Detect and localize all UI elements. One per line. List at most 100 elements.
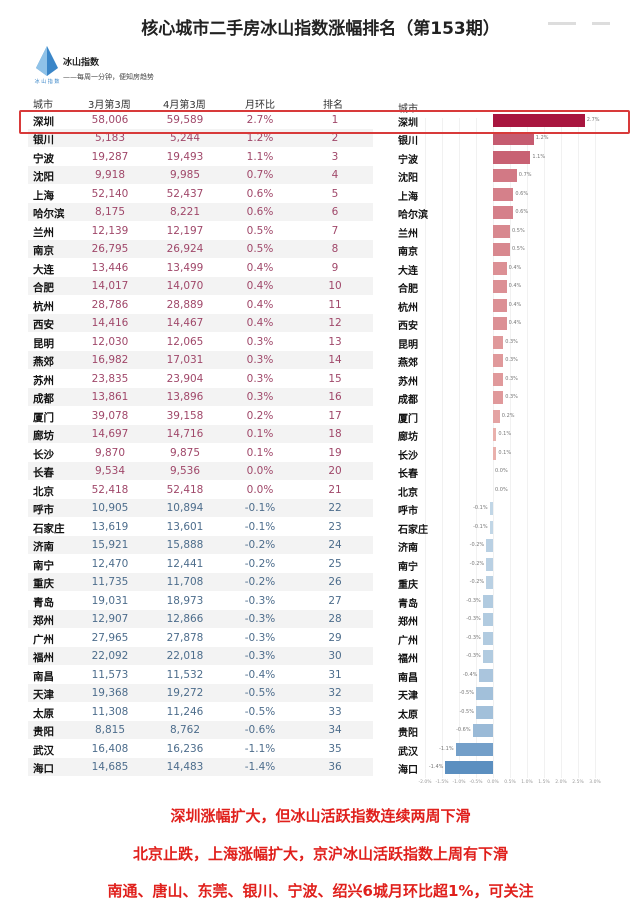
table-row: 廊坊 14,697 14,716 0.1% 18 (28, 425, 373, 444)
chart-category-label: 厦门 (398, 413, 418, 425)
cell-city: 沈阳 (33, 171, 54, 184)
chart-category-label: 武汉 (398, 746, 418, 758)
cell-city: 天津 (33, 689, 54, 702)
bar (489, 520, 493, 534)
cell-curr: 19,493 (166, 150, 204, 163)
gridline (561, 118, 562, 778)
gridline (595, 118, 596, 778)
table-row: 哈尔滨 8,175 8,221 0.6% 6 (28, 203, 373, 222)
gridline (459, 118, 460, 778)
bar-data-label: 0.6% (515, 209, 529, 216)
bar (482, 650, 493, 664)
cell-curr: 22,018 (166, 650, 204, 663)
cell-city: 南京 (33, 245, 54, 258)
x-tick-label: 3.0% (589, 780, 601, 785)
cell-mom: -0.1% (244, 520, 276, 533)
table-row: 呼市 10,905 10,894 -0.1% 22 (28, 499, 373, 518)
cell-prev: 28,786 (91, 298, 129, 311)
bar-data-label: 0.4% (508, 264, 522, 271)
bar-data-label: 0.4% (508, 301, 522, 308)
table-row: 北京 52,418 52,418 0.0% 21 (28, 481, 373, 499)
cell-city: 杭州 (33, 300, 54, 313)
cell-prev: 15,921 (91, 539, 129, 552)
cell-rank: 9 (331, 261, 339, 274)
cell-rank: 18 (328, 428, 342, 441)
cell-prev: 27,965 (91, 631, 129, 644)
cell-prev: 8,815 (94, 724, 126, 737)
bar-data-label: 0.3% (505, 394, 518, 401)
cell-rank: 33 (328, 705, 342, 718)
chart-category-label: 杭州 (398, 302, 418, 314)
cell-curr: 28,889 (166, 298, 204, 311)
highlight-box (19, 110, 630, 134)
cell-mom: 0.4% (246, 317, 274, 330)
table-row: 合肥 14,017 14,070 0.4% 10 (28, 277, 373, 296)
cell-rank: 28 (328, 613, 342, 626)
table-row: 长春 9,534 9,536 0.0% 20 (28, 462, 373, 481)
cell-rank: 32 (328, 687, 342, 700)
cell-rank: 25 (328, 557, 342, 570)
cell-curr: 12,065 (166, 335, 204, 348)
cell-mom: -1.4% (244, 761, 276, 774)
bar-data-label: -0.2% (469, 560, 485, 567)
cell-city: 南宁 (33, 559, 54, 572)
cell-curr: 14,467 (166, 317, 204, 330)
cell-rank: 17 (328, 409, 342, 422)
cell-prev: 5,183 (94, 132, 126, 145)
x-tick-label: -1.5% (435, 780, 449, 785)
cell-mom: -0.2% (244, 576, 276, 589)
cell-prev: 12,030 (91, 335, 129, 348)
cell-prev: 14,685 (91, 761, 129, 774)
chart-category-label: 太原 (398, 709, 418, 721)
bar (493, 335, 504, 349)
cell-rank: 12 (328, 317, 342, 330)
brand-slogan: ——每周一分钟，便知房趋势 (63, 73, 154, 81)
cell-mom: 0.4% (246, 261, 274, 274)
table-row: 长沙 9,870 9,875 0.1% 19 (28, 444, 373, 462)
bar-data-label: -1.1% (439, 745, 454, 752)
header-mom: 月环比 (245, 100, 275, 111)
cell-city: 西安 (33, 319, 54, 332)
bar (482, 613, 493, 627)
cell-mom: 0.6% (246, 206, 274, 219)
gridline (425, 118, 426, 778)
bar (482, 594, 493, 608)
bar (493, 409, 500, 423)
cell-curr: 23,904 (166, 372, 204, 385)
cell-mom: -0.5% (244, 687, 276, 700)
cell-city: 呼市 (33, 504, 54, 517)
chart-category-label: 石家庄 (398, 524, 428, 536)
table-row: 昆明 12,030 12,065 0.3% 13 (28, 333, 373, 351)
cell-city: 北京 (33, 485, 54, 498)
bar-data-label: 0.3% (505, 375, 518, 382)
cell-prev: 14,017 (91, 280, 129, 293)
table-row: 厦门 39,078 39,158 0.2% 17 (28, 407, 373, 425)
bar (455, 742, 493, 756)
bar (493, 132, 534, 146)
cell-curr: 11,708 (166, 576, 204, 589)
cell-rank: 20 (328, 465, 342, 478)
cell-curr: 5,244 (169, 132, 201, 145)
cell-mom: 0.1% (246, 446, 274, 459)
cell-curr: 16,236 (166, 742, 204, 755)
cell-city: 深圳 (33, 116, 54, 128)
bar (493, 372, 504, 386)
note-1: 深圳涨幅扩大，但冰山活跃指数连续两周下滑 (170, 807, 471, 825)
bar-data-label: 0.7% (518, 172, 532, 179)
bar (493, 280, 507, 294)
bar (493, 446, 497, 460)
bar-data-label: -0.3% (466, 634, 481, 641)
bar (476, 705, 493, 719)
cell-curr: 8,762 (169, 724, 201, 737)
cell-rank: 7 (331, 224, 339, 237)
cell-city: 青岛 (33, 596, 54, 609)
bar (493, 298, 507, 312)
cell-rank: 31 (328, 668, 342, 681)
cell-mom: 0.5% (246, 224, 274, 237)
cell-mom: 0.1% (246, 428, 274, 441)
cell-prev: 9,918 (94, 169, 126, 182)
cell-mom: 1.1% (246, 150, 274, 163)
cell-prev: 58,006 (91, 114, 129, 126)
cell-prev: 39,078 (91, 409, 129, 422)
bar-data-label: 2.7% (586, 117, 600, 123)
